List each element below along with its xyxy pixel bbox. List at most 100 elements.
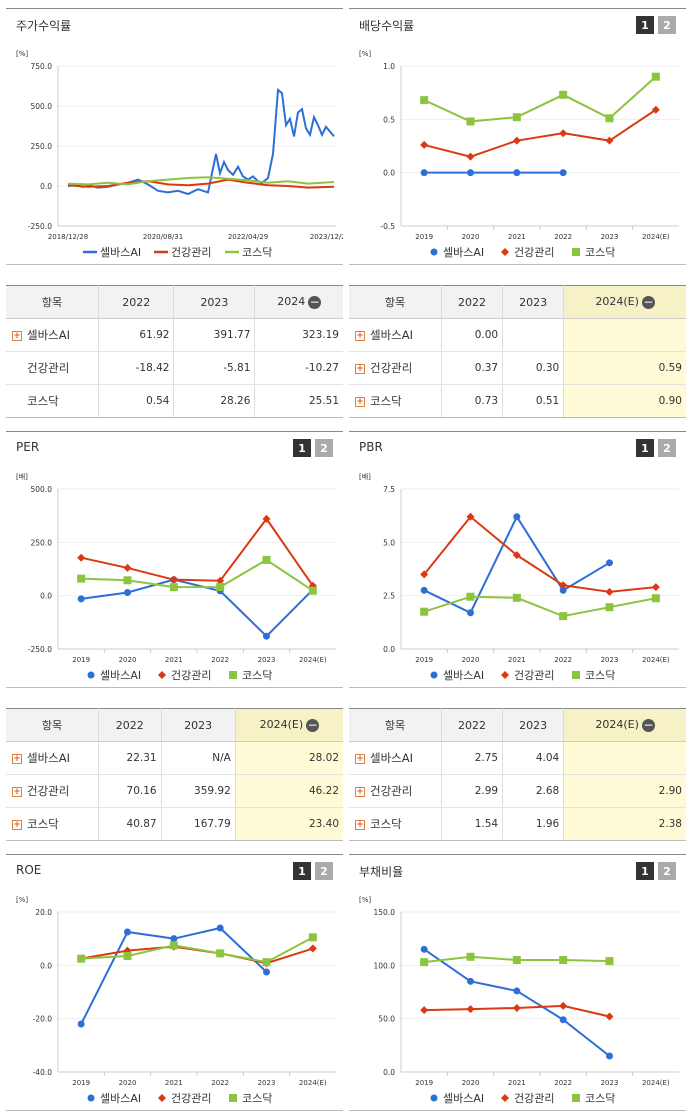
view-button-2[interactable]: 2	[658, 862, 676, 880]
table-t-div: 항목 2022 2023 2024(E) − + 셀바스AI 0.00 + 건강관리 0.37 0.3…	[349, 285, 686, 418]
data-point	[512, 551, 521, 560]
view-button-2[interactable]: 2	[315, 862, 333, 880]
view-button-1[interactable]: 1	[636, 862, 654, 880]
expand-icon[interactable]: +	[355, 753, 365, 764]
row-label: + 코스닥	[349, 384, 442, 418]
y-tick-label: 20.0	[35, 908, 52, 917]
data-point	[420, 607, 429, 616]
data-point	[512, 1004, 521, 1012]
x-tick-label: 2020	[462, 233, 480, 241]
legend: 셀바스AI 건강관리 코스닥	[83, 246, 272, 259]
y-tick-label: 500.0	[31, 485, 53, 494]
cell-value: 0.73	[440, 384, 503, 418]
collapse-icon[interactable]: −	[308, 294, 322, 309]
collapse-icon[interactable]: −	[641, 294, 655, 309]
expand-icon[interactable]: +	[12, 786, 22, 797]
collapse-icon[interactable]: −	[306, 717, 320, 732]
y-tick-label: -40.0	[33, 1068, 53, 1077]
legend-marker	[158, 1094, 166, 1102]
data-point	[605, 1012, 614, 1021]
data-point	[559, 1016, 567, 1024]
data-point	[606, 559, 613, 567]
expand-icon[interactable]: +	[12, 330, 22, 341]
legend-marker	[229, 1094, 237, 1102]
data-point	[169, 941, 178, 950]
y-tick-label: 0.0	[383, 169, 395, 178]
column-header: 2022	[97, 285, 174, 319]
column-header: 2024(E) −	[563, 285, 686, 319]
x-tick-label: 2022	[554, 233, 572, 241]
data-point	[123, 946, 132, 955]
expand-icon[interactable]: +	[12, 753, 22, 764]
view-button-1[interactable]: 1	[636, 439, 654, 457]
data-point	[420, 586, 428, 594]
legend: 셀바스AI 건강관리 코스닥	[87, 669, 272, 682]
view-button-1[interactable]: 1	[636, 16, 654, 34]
y-tick-label: 50.0	[378, 1015, 395, 1024]
y-tick-label: 0.5	[383, 115, 395, 124]
data-point	[651, 594, 660, 603]
table-row: + 건강관리 2.99 2.68 2.90	[349, 774, 686, 808]
column-header: 2022	[98, 708, 162, 742]
pbr-chart: [배] 7.5 5.0 2.5 0.0 2019 2020 2021 2022 2023 2024(…	[359, 472, 679, 682]
data-point	[559, 1001, 568, 1010]
view-button-2[interactable]: 2	[315, 439, 333, 457]
data-point	[651, 583, 660, 592]
panel-per: PER 1 2 [배] 500.0 250.0 0.0 -250.0 2019 2020 2021 2…	[6, 431, 343, 688]
legend-label: 셀바스AI	[443, 1092, 484, 1105]
cell-value: 391.77	[173, 318, 255, 352]
series-line	[81, 558, 314, 592]
expand-icon[interactable]: +	[355, 330, 365, 341]
cell-value: -5.81	[173, 351, 255, 385]
cell-value: 22.31	[98, 741, 162, 775]
collapse-icon[interactable]: −	[641, 717, 655, 732]
data-point	[420, 945, 428, 953]
data-point	[263, 632, 270, 640]
legend-label: 건강관리	[171, 246, 211, 259]
x-tick-label: 2019	[415, 233, 433, 241]
data-point	[466, 512, 475, 521]
y-tick-label: 1.0	[383, 62, 395, 71]
series-line	[67, 178, 335, 189]
table-t-per: 항목 2022 2023 2024(E) − + 셀바스AI 22.31 N/A 28.02 + 건강…	[6, 708, 343, 841]
column-header: 2023	[502, 708, 564, 742]
column-header: 항목	[6, 285, 99, 319]
legend-marker	[572, 1094, 580, 1102]
x-tick-label: 2023	[601, 233, 619, 241]
cell-value: 167.79	[160, 807, 236, 841]
panel-roe: ROE 1 2 [%] 20.0 0.0 -20.0 -40.0 2019 2020 2021 202…	[6, 854, 343, 1111]
view-button-2[interactable]: 2	[658, 439, 676, 457]
series-0	[420, 169, 567, 177]
data-point	[605, 587, 614, 596]
expand-icon[interactable]: +	[355, 396, 365, 407]
column-header: 2024(E) −	[563, 708, 686, 742]
x-tick-label: 2019	[415, 656, 433, 664]
series-0	[420, 513, 613, 617]
data-point	[651, 72, 660, 81]
legend: 셀바스AI 건강관리 코스닥	[87, 1092, 272, 1105]
cell-value: 28.26	[173, 384, 255, 418]
column-header: 2023	[173, 285, 255, 319]
column-header: 2024(E) −	[234, 708, 343, 742]
x-tick-label: 2023/12/28	[310, 233, 343, 241]
x-tick-label: 2021	[165, 656, 183, 664]
series-line	[67, 176, 335, 186]
view-button-1[interactable]: 1	[293, 439, 311, 457]
x-tick-label: 2020	[119, 656, 137, 664]
data-point	[512, 956, 521, 964]
expand-icon[interactable]: +	[355, 786, 365, 797]
data-point	[77, 1020, 85, 1028]
view-button-2[interactable]: 2	[658, 16, 676, 34]
data-point	[513, 169, 521, 177]
column-header: 항목	[6, 708, 99, 742]
view-button-1[interactable]: 1	[293, 862, 311, 880]
expand-icon[interactable]: +	[355, 819, 365, 830]
cell-value: 0.90	[563, 384, 686, 418]
panel-title: 배당수익률	[359, 19, 415, 33]
cell-value: 40.87	[98, 807, 162, 841]
expand-icon[interactable]: +	[12, 819, 22, 830]
legend-marker	[229, 671, 237, 679]
data-point	[651, 105, 660, 114]
expand-icon[interactable]: +	[355, 363, 365, 374]
row-label: + 건강관리	[349, 351, 442, 385]
